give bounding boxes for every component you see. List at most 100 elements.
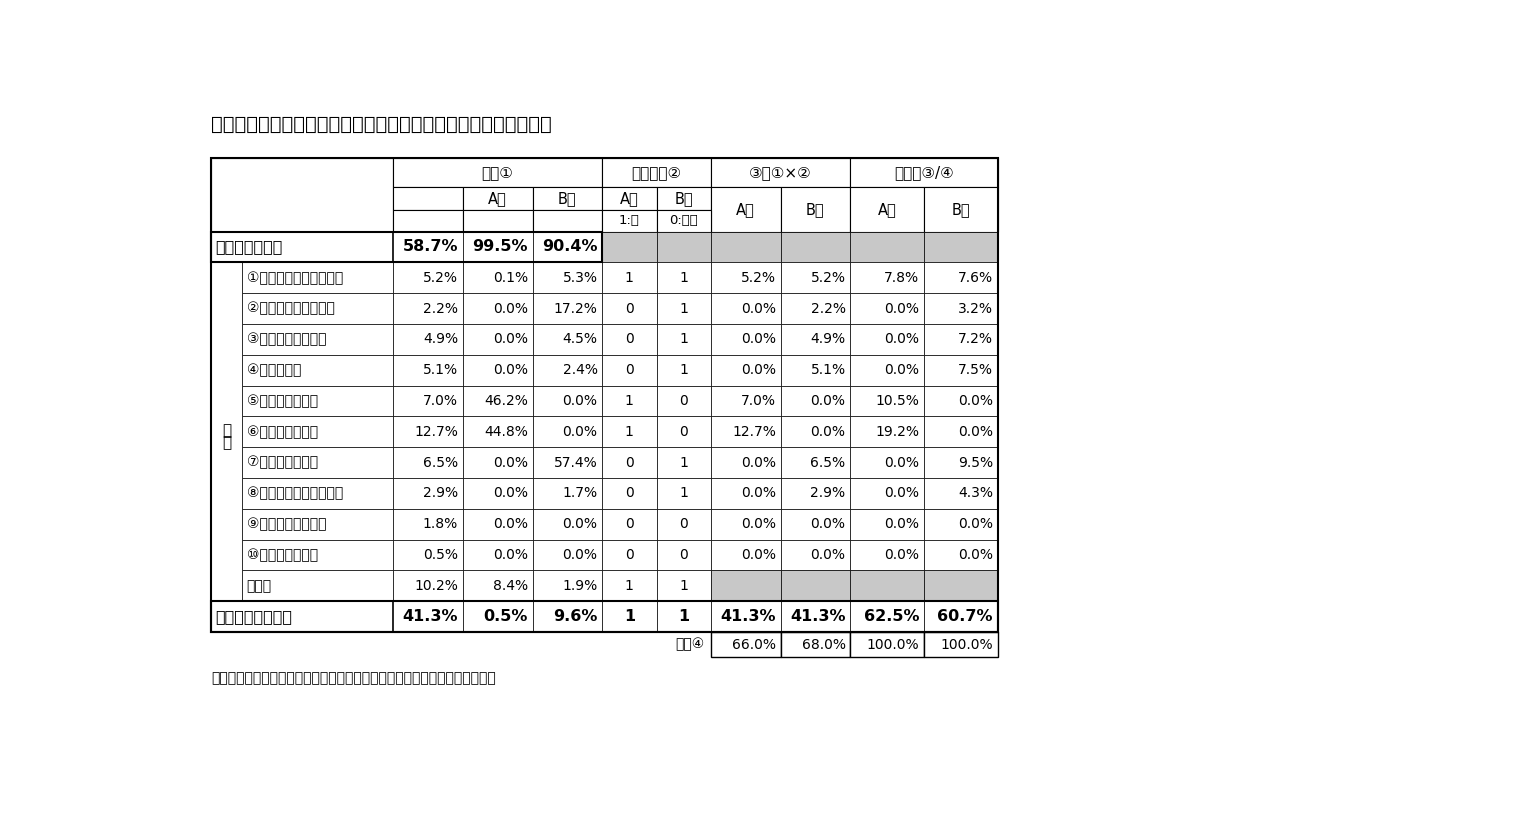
Text: A市: A市 bbox=[489, 191, 507, 206]
Bar bbox=[924, 571, 997, 601]
Text: 0.0%: 0.0% bbox=[493, 455, 529, 470]
Text: ⑦地域・産業振興: ⑦地域・産業振興 bbox=[247, 455, 317, 470]
Bar bbox=[711, 385, 780, 416]
Text: 2.4%: 2.4% bbox=[562, 363, 597, 377]
Text: 0: 0 bbox=[679, 517, 688, 531]
Bar bbox=[394, 232, 463, 263]
Bar bbox=[602, 540, 657, 571]
Bar bbox=[602, 478, 657, 509]
Bar bbox=[924, 416, 997, 447]
Bar bbox=[657, 540, 711, 571]
Bar bbox=[394, 478, 463, 509]
Bar bbox=[657, 447, 711, 478]
Bar bbox=[850, 509, 924, 540]
Bar bbox=[533, 385, 602, 416]
Bar bbox=[242, 571, 394, 601]
Bar bbox=[463, 416, 533, 447]
Bar bbox=[394, 509, 463, 540]
Text: 0.0%: 0.0% bbox=[958, 548, 993, 562]
Text: 1: 1 bbox=[625, 579, 634, 593]
Text: 0.0%: 0.0% bbox=[810, 517, 846, 531]
Bar bbox=[850, 416, 924, 447]
Text: 0.0%: 0.0% bbox=[562, 548, 597, 562]
Text: 0.0%: 0.0% bbox=[493, 333, 529, 346]
Bar bbox=[602, 416, 657, 447]
Bar bbox=[924, 354, 997, 385]
Bar bbox=[711, 509, 780, 540]
Bar bbox=[242, 293, 394, 324]
Bar bbox=[242, 324, 394, 354]
Text: 2.9%: 2.9% bbox=[810, 486, 846, 500]
Bar bbox=[924, 263, 997, 293]
Text: 7.0%: 7.0% bbox=[423, 394, 458, 408]
Text: 1: 1 bbox=[625, 424, 634, 439]
Bar bbox=[463, 509, 533, 540]
Text: 『図表１』　使途の分野別受領寄付金額の割合の相違と分析方法: 『図表１』 使途の分野別受領寄付金額の割合の相違と分析方法 bbox=[211, 115, 552, 134]
Text: 7.8%: 7.8% bbox=[884, 271, 919, 285]
Text: 12.7%: 12.7% bbox=[414, 424, 458, 439]
Text: 90.4%: 90.4% bbox=[542, 240, 597, 254]
Bar bbox=[533, 232, 602, 263]
Text: ⑩災害支援・復興: ⑩災害支援・復興 bbox=[247, 548, 317, 562]
Bar bbox=[394, 354, 463, 385]
Bar bbox=[463, 601, 533, 632]
Text: 0.0%: 0.0% bbox=[493, 486, 529, 500]
Bar bbox=[602, 232, 657, 263]
Bar bbox=[602, 571, 657, 601]
Text: 0.0%: 0.0% bbox=[884, 455, 919, 470]
Bar bbox=[533, 540, 602, 571]
Bar bbox=[533, 601, 602, 632]
Bar bbox=[211, 232, 394, 263]
Bar bbox=[602, 210, 657, 232]
Bar bbox=[850, 324, 924, 354]
Text: 0.0%: 0.0% bbox=[958, 424, 993, 439]
Bar bbox=[711, 416, 780, 447]
Bar bbox=[533, 324, 602, 354]
Bar bbox=[242, 447, 394, 478]
Text: 100.0%: 100.0% bbox=[867, 637, 919, 652]
Text: 100.0%: 100.0% bbox=[941, 637, 993, 652]
Bar bbox=[533, 447, 602, 478]
Bar bbox=[602, 293, 657, 324]
Bar bbox=[657, 232, 711, 263]
Text: A市: A市 bbox=[737, 202, 755, 217]
Bar bbox=[463, 540, 533, 571]
Bar bbox=[711, 232, 780, 263]
Text: 0.0%: 0.0% bbox=[741, 333, 775, 346]
Text: 5.3%: 5.3% bbox=[562, 271, 597, 285]
Bar bbox=[394, 571, 463, 601]
Bar bbox=[924, 478, 997, 509]
Text: ①まちづくり・市民活動: ①まちづくり・市民活動 bbox=[247, 271, 343, 285]
Bar bbox=[533, 354, 602, 385]
Bar bbox=[242, 540, 394, 571]
Bar bbox=[533, 187, 602, 210]
Text: 訳: 訳 bbox=[222, 435, 231, 450]
Text: 内: 内 bbox=[222, 423, 231, 437]
Text: 6.5%: 6.5% bbox=[810, 455, 846, 470]
Bar bbox=[711, 263, 780, 293]
Text: 合計④: 合計④ bbox=[676, 637, 705, 652]
Text: 平均：③/④: 平均：③/④ bbox=[895, 165, 954, 180]
Text: 0.0%: 0.0% bbox=[958, 394, 993, 408]
Bar bbox=[602, 354, 657, 385]
Text: 0: 0 bbox=[625, 455, 634, 470]
Text: 0.0%: 0.0% bbox=[741, 363, 775, 377]
Bar bbox=[533, 478, 602, 509]
Bar bbox=[924, 324, 997, 354]
Bar bbox=[657, 385, 711, 416]
Text: 0: 0 bbox=[679, 548, 688, 562]
Bar bbox=[780, 540, 850, 571]
Bar bbox=[780, 601, 850, 632]
Text: B市: B市 bbox=[951, 202, 970, 217]
Bar bbox=[602, 324, 657, 354]
Bar bbox=[657, 571, 711, 601]
Text: 0.0%: 0.0% bbox=[493, 548, 529, 562]
Bar bbox=[394, 158, 602, 187]
Bar bbox=[924, 540, 997, 571]
Bar bbox=[602, 263, 657, 293]
Bar bbox=[533, 293, 602, 324]
Bar bbox=[780, 509, 850, 540]
Bar bbox=[657, 509, 711, 540]
Bar bbox=[850, 540, 924, 571]
Text: 8.4%: 8.4% bbox=[493, 579, 529, 593]
